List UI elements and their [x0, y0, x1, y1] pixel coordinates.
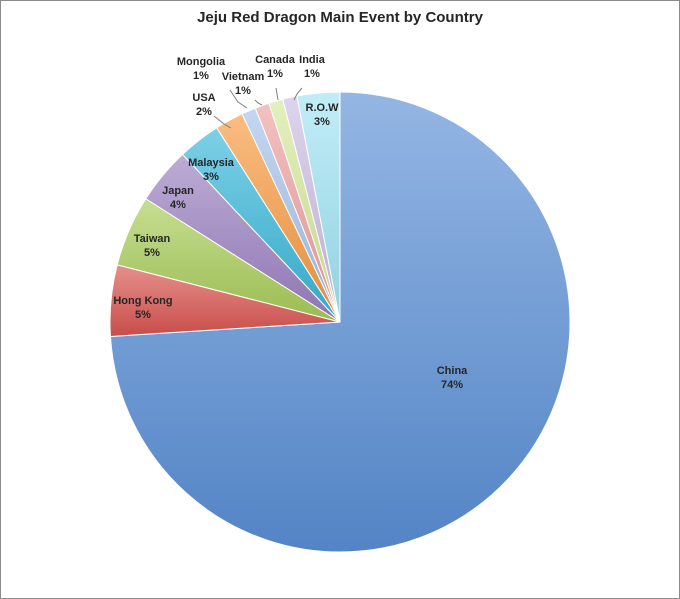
data-label-india: India 1%: [299, 54, 326, 80]
data-label-usa: USA 2%: [192, 92, 215, 118]
leader-line-india: [293, 87, 303, 101]
data-label-japan: Japan 4%: [162, 185, 194, 211]
data-label-taiwan: Taiwan 5%: [134, 233, 171, 259]
leader-line-usa: [213, 115, 232, 129]
data-label-china: China 74%: [437, 365, 468, 391]
leader-line-canada: [275, 87, 279, 101]
data-label-mongolia: Mongolia 1%: [177, 56, 226, 82]
slice-r-o-w: [296, 91, 341, 323]
data-label-hong-kong: Hong Kong 5%: [113, 295, 172, 321]
data-label-vietnam: Vietnam 1%: [222, 71, 265, 97]
data-label-malaysia: Malaysia 3%: [188, 157, 235, 183]
leader-line-vietnam: [254, 99, 263, 106]
leader-line-mongolia: [229, 89, 248, 109]
data-label-canada: Canada 1%: [255, 54, 296, 80]
data-label-r-o-w: R.O.W 3%: [306, 102, 340, 128]
chart-title: Jeju Red Dragon Main Event by Country: [197, 9, 483, 26]
